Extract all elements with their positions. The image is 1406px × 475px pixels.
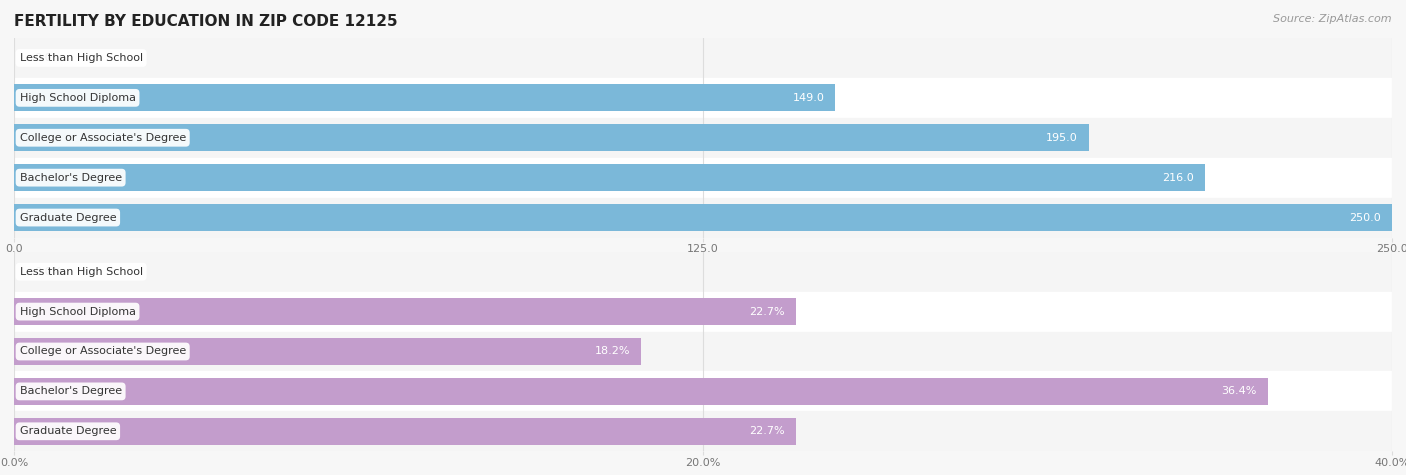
Text: 18.2%: 18.2% [595,346,630,357]
Bar [14,84,835,112]
Bar [14,118,1392,158]
Bar [14,158,1392,198]
Bar [14,332,1392,371]
Text: 0.0: 0.0 [35,53,52,63]
Bar [14,204,1392,231]
Bar [14,38,1392,78]
Bar [14,338,641,365]
Bar [14,252,1392,292]
Bar [14,78,1392,118]
Text: Graduate Degree: Graduate Degree [20,426,117,437]
Text: 149.0: 149.0 [793,93,824,103]
Text: Less than High School: Less than High School [20,266,142,277]
Bar [14,292,1392,332]
Bar [14,411,1392,451]
Bar [14,164,1205,191]
Bar [14,198,1392,238]
Bar [14,378,1268,405]
Bar [14,124,1088,152]
Text: 216.0: 216.0 [1161,172,1194,183]
Text: Source: ZipAtlas.com: Source: ZipAtlas.com [1274,14,1392,24]
Text: Bachelor's Degree: Bachelor's Degree [20,386,122,397]
Text: 36.4%: 36.4% [1222,386,1257,397]
Text: 0.0%: 0.0% [35,266,63,277]
Text: College or Associate's Degree: College or Associate's Degree [20,133,186,143]
Text: Less than High School: Less than High School [20,53,142,63]
Text: Bachelor's Degree: Bachelor's Degree [20,172,122,183]
Text: 22.7%: 22.7% [749,306,785,317]
Text: High School Diploma: High School Diploma [20,306,135,317]
Text: Graduate Degree: Graduate Degree [20,212,117,223]
Text: FERTILITY BY EDUCATION IN ZIP CODE 12125: FERTILITY BY EDUCATION IN ZIP CODE 12125 [14,14,398,29]
Bar [14,371,1392,411]
Text: 250.0: 250.0 [1350,212,1381,223]
Text: High School Diploma: High School Diploma [20,93,135,103]
Text: College or Associate's Degree: College or Associate's Degree [20,346,186,357]
Text: 195.0: 195.0 [1046,133,1078,143]
Text: 22.7%: 22.7% [749,426,785,437]
Bar [14,418,796,445]
Bar [14,298,796,325]
